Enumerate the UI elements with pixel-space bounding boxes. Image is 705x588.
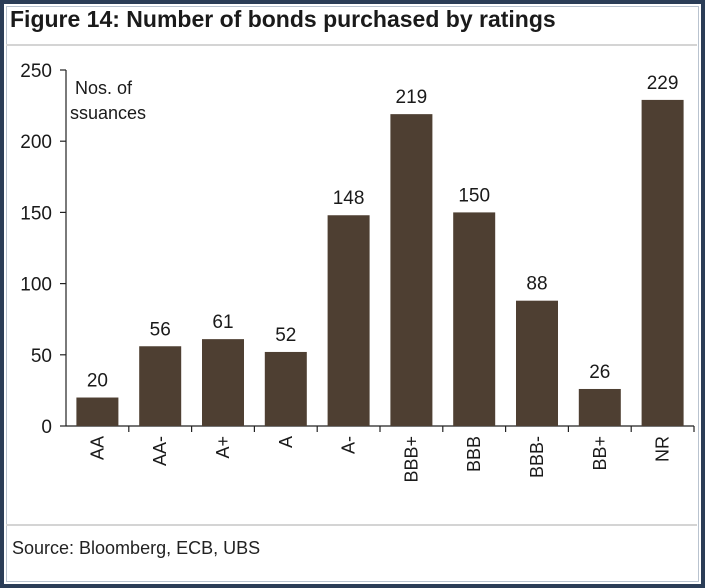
x-tick-label: A	[276, 436, 296, 448]
y-axis: 0 50 100 150 200 250	[20, 61, 67, 438]
x-tick-label: BBB	[464, 436, 484, 472]
x-tick-label: BB+	[590, 436, 610, 471]
y-tick-label: 250	[20, 61, 52, 82]
x-tick-label: AA	[87, 436, 107, 460]
title-divider	[6, 44, 697, 46]
data-label: 26	[589, 362, 610, 383]
y-axis-label-line-1: Nos. of	[75, 78, 133, 98]
data-label: 20	[87, 371, 108, 392]
figure-inner-border	[6, 6, 699, 582]
y-axis-label-line-2: ssuances	[70, 103, 146, 123]
bar-bbb	[453, 212, 496, 426]
bar-aplus	[202, 339, 244, 426]
x-axis: AA AA- A+ A A- BBB+ BBB BBB- BB+ NR	[66, 425, 695, 483]
y-tick-label: 50	[31, 346, 52, 367]
data-label: 88	[526, 274, 547, 295]
data-label: 150	[458, 185, 490, 206]
x-tick-label: A-	[339, 436, 359, 454]
data-label: 61	[212, 312, 233, 333]
bar-nr	[641, 99, 684, 427]
data-label: 229	[647, 73, 679, 94]
data-label: 56	[150, 319, 171, 340]
x-tick-label: NR	[653, 436, 673, 462]
bar-aminus	[327, 215, 370, 426]
x-tick-label: BBB-	[527, 436, 547, 478]
y-tick-label: 200	[20, 132, 52, 153]
bar-bbbplus	[390, 114, 433, 427]
bar-a	[264, 351, 307, 426]
x-tick-label: BBB+	[401, 436, 421, 483]
bar-bbbminus	[516, 300, 558, 426]
source-divider	[6, 524, 697, 526]
x-tick-label: AA-	[150, 436, 170, 466]
bar-aa	[76, 397, 119, 426]
source-note: Source: Bloomberg, ECB, UBS	[12, 538, 261, 558]
y-tick-label: 150	[20, 203, 52, 224]
y-tick-label: 100	[20, 275, 52, 296]
data-labels: 20 56 61 52 148 219 150 88 26 229	[87, 73, 679, 392]
bar-aaminus	[139, 346, 182, 426]
figure-title: Figure 14: Number of bonds purchased by …	[10, 6, 556, 32]
x-tick-label: A+	[213, 436, 233, 459]
bars	[76, 99, 684, 427]
data-label: 148	[333, 188, 365, 209]
data-label: 52	[275, 325, 296, 346]
bar-bbplus	[578, 388, 621, 426]
data-label: 219	[396, 87, 428, 108]
y-tick-label: 0	[41, 417, 52, 438]
